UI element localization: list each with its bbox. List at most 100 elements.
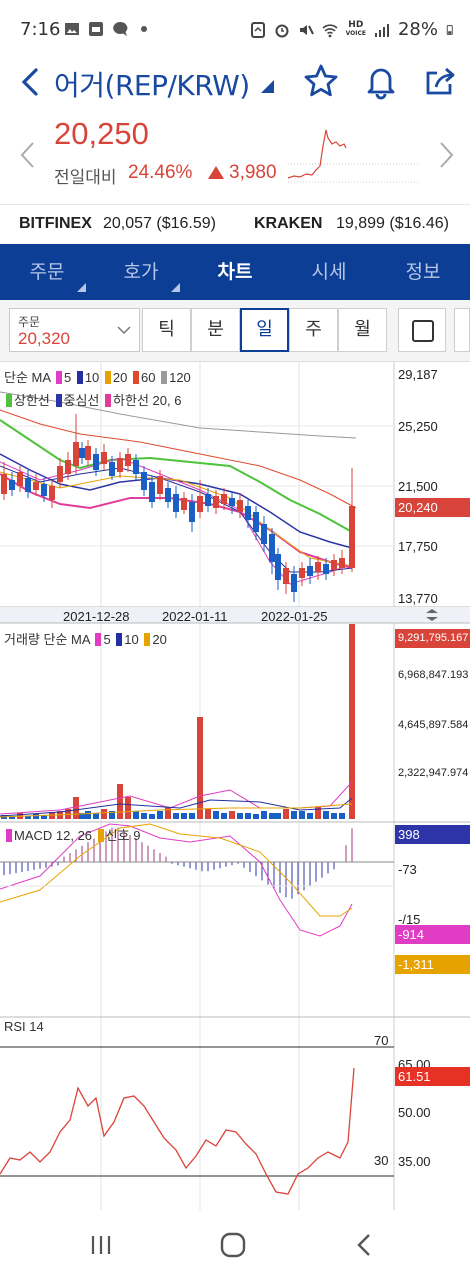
bell-icon[interactable] xyxy=(362,62,400,100)
back-arrow-icon[interactable] xyxy=(14,64,50,100)
current-price: 20,250 xyxy=(54,116,149,151)
volume-bar xyxy=(349,624,355,819)
chart-settings-button[interactable] xyxy=(398,308,446,352)
ma-legend: 단순 MA 5 10 20 60 120 xyxy=(4,370,191,385)
volume-bar xyxy=(109,811,115,819)
period-minute-button[interactable]: 분 xyxy=(191,308,240,352)
candle-body xyxy=(57,466,63,482)
candle-body xyxy=(65,460,71,474)
exchange-price: 19,899 ($16.46) xyxy=(336,215,449,232)
candle-body xyxy=(157,476,163,494)
change-percent: 24.46% xyxy=(128,162,193,183)
chart-canvas[interactable] xyxy=(0,362,470,1210)
tab-order[interactable]: 주문 xyxy=(0,244,94,300)
volume-bar xyxy=(269,813,275,819)
y-tick: 25,250 xyxy=(398,419,438,434)
volume-bar xyxy=(291,811,297,819)
order-price-select[interactable]: 주문 20,320 xyxy=(9,308,140,352)
volume-bar xyxy=(205,809,211,819)
x-tick: 2021-12-28 xyxy=(63,609,130,624)
candle-body xyxy=(261,524,267,544)
tab-info[interactable]: 정보 xyxy=(405,261,441,283)
prev-coin-icon[interactable] xyxy=(18,140,38,170)
period-tick-button[interactable]: 틱 xyxy=(142,308,191,352)
volume-bar xyxy=(213,811,219,819)
tab-orderbook[interactable]: 호가 xyxy=(94,244,188,300)
volume-bar xyxy=(9,816,15,819)
volume-bar xyxy=(93,813,99,819)
candle-body xyxy=(41,484,47,496)
candle-body xyxy=(245,506,251,520)
y-tick: 21,500 xyxy=(398,479,438,494)
app-notification-icon xyxy=(89,22,103,36)
volume-bar xyxy=(261,811,267,819)
candle-body xyxy=(1,474,7,494)
candle-body xyxy=(149,482,155,502)
y-tick: -73 xyxy=(398,862,417,877)
volume-bar xyxy=(181,813,187,819)
next-coin-icon[interactable] xyxy=(436,140,456,170)
tab-chart[interactable]: 차트 xyxy=(217,261,253,283)
hd-voice-label: HD VOICE xyxy=(345,20,366,38)
candle-body xyxy=(339,558,345,568)
volume-bar xyxy=(331,813,337,819)
middle-band-line xyxy=(0,453,353,549)
coin-title[interactable]: 어거(REP/KRW) xyxy=(54,69,250,102)
macd-line xyxy=(0,823,353,937)
candle-body xyxy=(85,446,91,460)
status-bar: 7:16 HD VOICE 28% xyxy=(0,0,470,60)
volume-ma20-line xyxy=(0,803,353,818)
candle-body xyxy=(101,452,107,464)
notification-icons xyxy=(64,21,152,37)
candle-body xyxy=(73,442,79,466)
volume-bar xyxy=(125,797,131,819)
volume-last-tag: 9,291,795.167 xyxy=(395,629,470,648)
candle-body xyxy=(25,478,31,492)
up-triangle-icon xyxy=(208,166,224,179)
chart-toolbar: 주문 20,320 틱 분 일 주 월 xyxy=(0,300,470,362)
volume-bar xyxy=(149,814,155,819)
rsi-current-tag: 61.51 xyxy=(395,1067,470,1086)
candle-body xyxy=(269,534,275,562)
candle-body xyxy=(181,498,187,510)
candle-body xyxy=(9,480,15,490)
volume-bar xyxy=(101,809,107,819)
x-tick: 2022-01-25 xyxy=(261,609,328,624)
title-dropdown-icon[interactable] xyxy=(261,80,274,93)
wifi-icon xyxy=(322,23,338,37)
ma20-line xyxy=(0,471,353,567)
candle-body xyxy=(49,486,55,500)
rsi-line xyxy=(0,1067,355,1195)
volume-bar xyxy=(197,717,203,819)
candle-body xyxy=(299,568,305,578)
volume-ma10-line xyxy=(0,797,353,817)
back-nav-icon[interactable] xyxy=(350,1230,380,1260)
star-icon[interactable] xyxy=(302,62,340,100)
change-amount: 3,980 xyxy=(229,162,277,183)
candle-body xyxy=(33,482,39,490)
battery-percent: 28% xyxy=(397,19,438,40)
candle-body xyxy=(205,494,211,506)
share-icon[interactable] xyxy=(422,62,460,100)
upper-band-line xyxy=(0,419,353,533)
signal-icon xyxy=(374,23,389,37)
macd-legend: MACD 12, 26 신호 9 xyxy=(4,825,140,844)
scroll-edge xyxy=(454,308,470,352)
candle-body xyxy=(189,502,195,522)
period-month-button[interactable]: 월 xyxy=(338,308,387,352)
volume-bar xyxy=(339,813,345,819)
recent-apps-icon[interactable] xyxy=(86,1230,116,1260)
volume-bar xyxy=(283,809,289,819)
status-time: 7:16 xyxy=(20,19,61,40)
period-day-button[interactable]: 일 xyxy=(240,308,289,352)
candle-body xyxy=(315,562,321,572)
candle-body xyxy=(291,574,297,592)
period-week-button[interactable]: 주 xyxy=(289,308,338,352)
volume-bar xyxy=(73,797,79,819)
chat-bubble-icon xyxy=(113,21,128,36)
chart-area[interactable]: 단순 MA 5 10 20 60 120 상한선 중심선 하한선 20, 6 2… xyxy=(0,362,470,1210)
exchange-name: KRAKEN xyxy=(254,215,323,232)
home-icon[interactable] xyxy=(218,1230,248,1260)
tab-market[interactable]: 시세 xyxy=(311,261,347,283)
candle-body xyxy=(173,494,179,512)
